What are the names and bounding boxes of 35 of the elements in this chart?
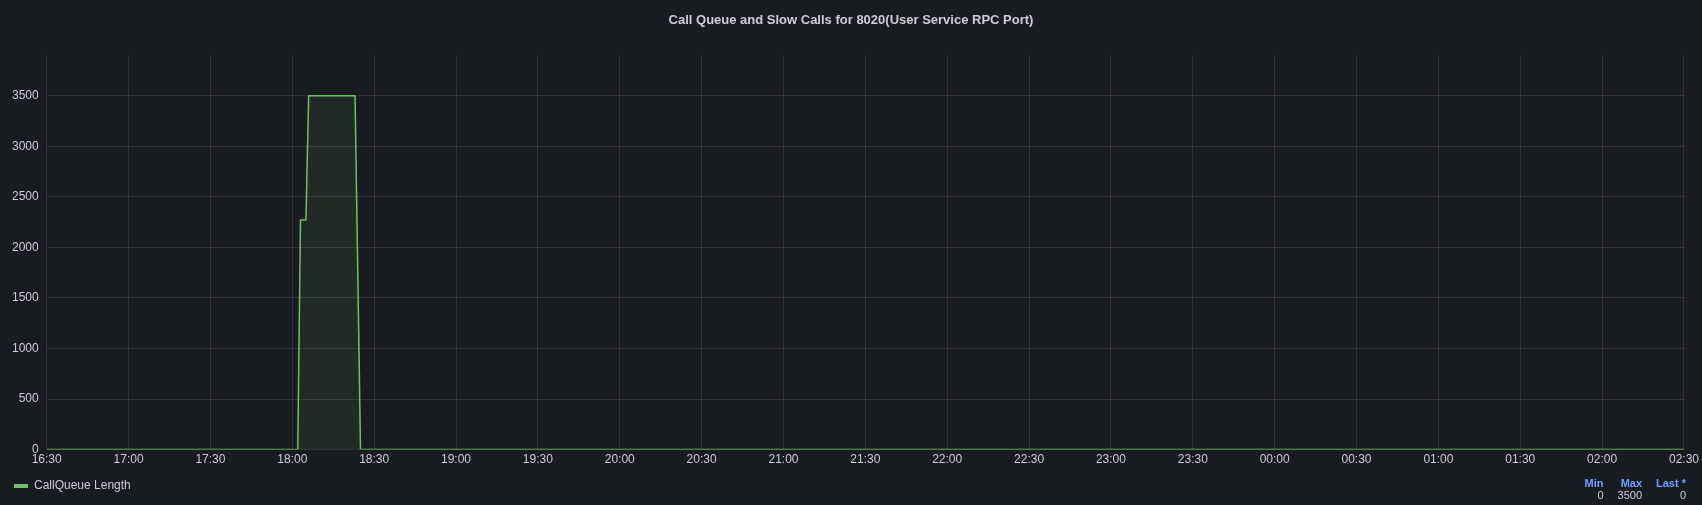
x-tick-label: 21:30 bbox=[850, 452, 881, 467]
x-tick-label: 18:00 bbox=[277, 452, 308, 467]
x-tick-label: 17:30 bbox=[195, 452, 226, 467]
text: Max bbox=[1619, 477, 1643, 489]
y-tick-label: 500 bbox=[18, 391, 40, 406]
x-tick-label: 22:30 bbox=[1014, 452, 1045, 467]
x-tick-label: 18:30 bbox=[359, 452, 390, 467]
x-tick-label: 00:00 bbox=[1259, 452, 1290, 467]
x-tick-label: 00:30 bbox=[1341, 452, 1372, 467]
x-tick-label: 23:00 bbox=[1095, 452, 1127, 467]
text: 0 bbox=[1596, 489, 1604, 501]
x-tick-label: 20:00 bbox=[604, 452, 636, 467]
text: 3500 bbox=[1617, 489, 1643, 501]
x-tick-label: 19:30 bbox=[522, 452, 554, 467]
x-tick-label: 20:30 bbox=[686, 452, 717, 467]
x-tick-label: 22:00 bbox=[932, 452, 963, 467]
text: Last * bbox=[1656, 477, 1686, 489]
y-tick-label: 3000 bbox=[11, 138, 40, 153]
x-tick-label: 01:00 bbox=[1423, 452, 1454, 467]
x-tick-label: 19:00 bbox=[441, 452, 472, 467]
y-tick-label: 3500 bbox=[11, 87, 40, 102]
chart-title: Call Queue and Slow Calls for 8020(User Service RPC Port) bbox=[667, 11, 1035, 29]
x-tick-label: 21:00 bbox=[768, 452, 799, 467]
legend-label: CallQueue Length bbox=[34, 478, 131, 493]
y-tick-label: 1000 bbox=[11, 340, 40, 355]
x-tick-label: 01:30 bbox=[1505, 452, 1536, 467]
text: 0 bbox=[1678, 489, 1686, 501]
y-tick-label: 2500 bbox=[11, 189, 40, 204]
y-tick-label: 1500 bbox=[11, 290, 40, 305]
text: Min bbox=[1584, 477, 1604, 489]
x-tick-label: 23:30 bbox=[1177, 452, 1209, 467]
x-tick-label: 17:00 bbox=[113, 452, 144, 467]
x-tick-label: 02:00 bbox=[1587, 452, 1618, 467]
x-tick-label: 02:30 bbox=[1668, 452, 1700, 467]
y-tick-label: 2000 bbox=[11, 239, 40, 254]
